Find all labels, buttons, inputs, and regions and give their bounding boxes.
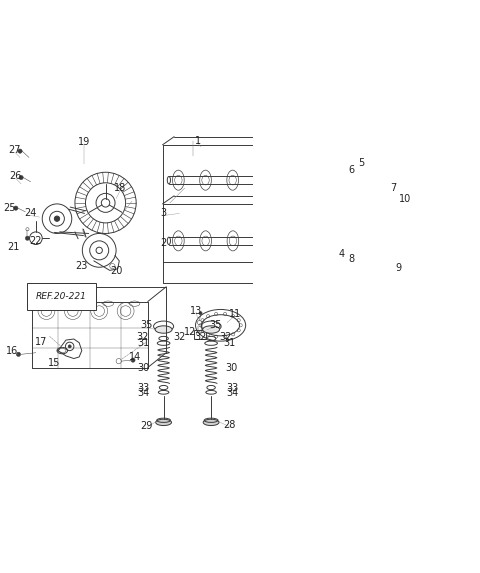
- Text: 31: 31: [224, 338, 236, 348]
- Text: 2: 2: [160, 238, 167, 249]
- Circle shape: [199, 312, 202, 315]
- Text: 20: 20: [110, 266, 122, 276]
- Ellipse shape: [203, 326, 219, 333]
- Text: 29: 29: [141, 421, 153, 430]
- Circle shape: [19, 175, 23, 179]
- Circle shape: [14, 206, 18, 210]
- Text: 32: 32: [173, 332, 186, 342]
- Circle shape: [401, 202, 404, 206]
- Text: 10: 10: [399, 194, 411, 203]
- Text: 17: 17: [35, 337, 48, 347]
- Text: 35: 35: [141, 320, 153, 330]
- Circle shape: [131, 358, 135, 362]
- Text: 15: 15: [48, 358, 60, 368]
- Text: 32: 32: [136, 332, 149, 342]
- Text: 34: 34: [137, 388, 150, 398]
- Text: 3: 3: [160, 209, 167, 218]
- Text: 16: 16: [5, 346, 18, 356]
- Text: 11: 11: [228, 309, 241, 319]
- Text: 22: 22: [30, 236, 42, 246]
- Text: 30: 30: [225, 363, 237, 372]
- Circle shape: [18, 149, 22, 153]
- Text: 5: 5: [359, 158, 365, 168]
- Text: 12: 12: [184, 327, 196, 336]
- Text: 18: 18: [114, 183, 126, 193]
- Text: 30: 30: [137, 363, 150, 372]
- Text: 6: 6: [348, 164, 354, 175]
- Text: 4: 4: [339, 249, 345, 259]
- Text: 14: 14: [129, 352, 141, 362]
- Text: 7: 7: [390, 183, 396, 193]
- Text: 27: 27: [9, 145, 21, 155]
- Circle shape: [397, 263, 400, 266]
- Text: 35: 35: [209, 320, 221, 330]
- Text: 33: 33: [137, 383, 150, 393]
- Text: 9: 9: [396, 263, 401, 273]
- Circle shape: [68, 345, 71, 348]
- Circle shape: [25, 236, 30, 240]
- Text: 34: 34: [226, 388, 239, 398]
- Text: 31: 31: [137, 338, 150, 348]
- Text: 1: 1: [195, 136, 201, 146]
- Text: 21: 21: [7, 242, 19, 252]
- Text: 32: 32: [220, 332, 232, 342]
- Circle shape: [54, 216, 60, 221]
- Ellipse shape: [156, 419, 171, 426]
- Circle shape: [16, 352, 21, 356]
- Text: 23: 23: [76, 261, 88, 271]
- Text: REF.20-221: REF.20-221: [36, 292, 87, 301]
- Ellipse shape: [155, 326, 172, 333]
- Bar: [194, 329, 206, 339]
- Ellipse shape: [203, 419, 219, 426]
- Text: 8: 8: [348, 254, 354, 264]
- Text: 19: 19: [78, 136, 91, 147]
- Text: 25: 25: [3, 203, 16, 213]
- Text: 13: 13: [190, 305, 203, 316]
- Text: 28: 28: [223, 419, 236, 430]
- Text: 24: 24: [24, 209, 37, 218]
- Text: 33: 33: [226, 383, 239, 393]
- Text: 32: 32: [194, 332, 207, 342]
- Text: 26: 26: [10, 171, 22, 182]
